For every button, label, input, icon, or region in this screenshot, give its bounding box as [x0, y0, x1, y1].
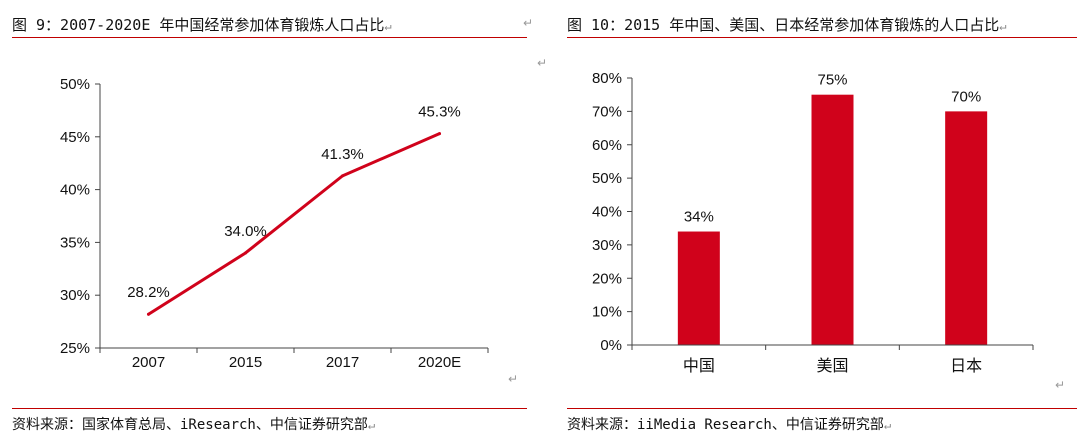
- y-tick-label: 70%: [592, 103, 622, 120]
- return-mark: ↵: [883, 418, 892, 432]
- x-tick-label: 日本: [950, 357, 982, 375]
- return-mark: ↵: [537, 56, 548, 70]
- return-mark: ↵: [523, 16, 534, 30]
- y-tick-label: 50%: [60, 76, 90, 93]
- y-tick-label: 35%: [60, 234, 90, 251]
- data-label: 34%: [684, 209, 714, 226]
- figure-10-source-text: 资料来源：iiMedia Research、中信证券研究部: [567, 417, 884, 433]
- x-tick-label: 2015: [229, 354, 262, 371]
- data-point: [438, 132, 441, 136]
- figure-9-source-text: 资料来源：国家体育总局、iResearch、中信证券研究部: [12, 417, 368, 433]
- figure-10-panel: 图 10：2015 年中国、美国、日本经常参加体育锻炼的人口占比↵ ↵ ↵ 0%…: [523, 0, 1080, 440]
- data-point: [244, 251, 247, 255]
- return-mark: ↵: [384, 19, 392, 33]
- y-tick-label: 20%: [592, 270, 622, 287]
- figure-9-title: 图 9：2007-2020E 年中国经常参加体育锻炼人口占比↵: [12, 14, 392, 35]
- figure-9-title-text: 图 9：2007-2020E 年中国经常参加体育锻炼人口占比: [12, 16, 385, 34]
- x-tick-label: 2020E: [418, 354, 461, 371]
- data-label: 41.3%: [321, 146, 364, 163]
- x-tick-label: 2007: [132, 354, 165, 371]
- bar-chart: 0% 10% 20% 30% 40% 50% 60% 70% 80% 34% 75% 70% 中国 美国 日…: [592, 70, 1034, 375]
- line-chart: 25% 30% 35% 40% 45% 50% 2007 2015 2017 2020E 28.2%…: [60, 76, 489, 371]
- x-tick-label: 美国: [816, 357, 848, 375]
- figure-9-source: 资料来源：国家体育总局、iResearch、中信证券研究部↵: [12, 414, 375, 434]
- data-label: 75%: [817, 72, 847, 89]
- y-tick-label: 60%: [592, 137, 622, 154]
- y-tick-label: 30%: [60, 287, 90, 304]
- y-tick-label: 40%: [592, 204, 622, 221]
- data-label: 70%: [951, 88, 981, 105]
- data-label: 45.3%: [418, 104, 461, 121]
- figure-9-panel: 图 9：2007-2020E 年中国经常参加体育锻炼人口占比↵ 25% 30% 35…: [0, 0, 535, 440]
- bar: [677, 231, 720, 345]
- title-rule: [567, 37, 1077, 38]
- return-mark: ↵: [367, 418, 376, 432]
- figure-10-title-text: 图 10：2015 年中国、美国、日本经常参加体育锻炼的人口占比: [567, 16, 1000, 34]
- return-mark: ↵: [508, 372, 519, 386]
- y-tick-label: 50%: [592, 170, 622, 187]
- y-tick-label: 30%: [592, 237, 622, 254]
- data-label: 34.0%: [224, 223, 267, 240]
- x-tick-label: 2017: [326, 354, 359, 371]
- x-tick-label: 中国: [683, 357, 715, 375]
- title-rule: [12, 37, 527, 38]
- bar: [811, 94, 854, 345]
- y-tick-label: 10%: [592, 304, 622, 321]
- source-rule: [567, 408, 1077, 409]
- data-point: [147, 312, 150, 316]
- y-tick-label: 25%: [60, 340, 90, 357]
- figure-10-source: 资料来源：iiMedia Research、中信证券研究部↵: [567, 414, 891, 434]
- figure-10-title: 图 10：2015 年中国、美国、日本经常参加体育锻炼的人口占比↵: [567, 14, 1006, 35]
- data-label: 28.2%: [127, 284, 170, 301]
- y-tick-label: 80%: [592, 70, 622, 87]
- y-tick-label: 0%: [600, 337, 622, 354]
- y-tick-label: 40%: [60, 182, 90, 199]
- source-rule: [12, 408, 527, 409]
- return-mark: ↵: [999, 19, 1007, 33]
- data-point: [341, 174, 344, 178]
- y-tick-label: 45%: [60, 129, 90, 146]
- bar: [945, 111, 988, 345]
- return-mark: ↵: [1055, 378, 1066, 392]
- series-line: [147, 132, 441, 316]
